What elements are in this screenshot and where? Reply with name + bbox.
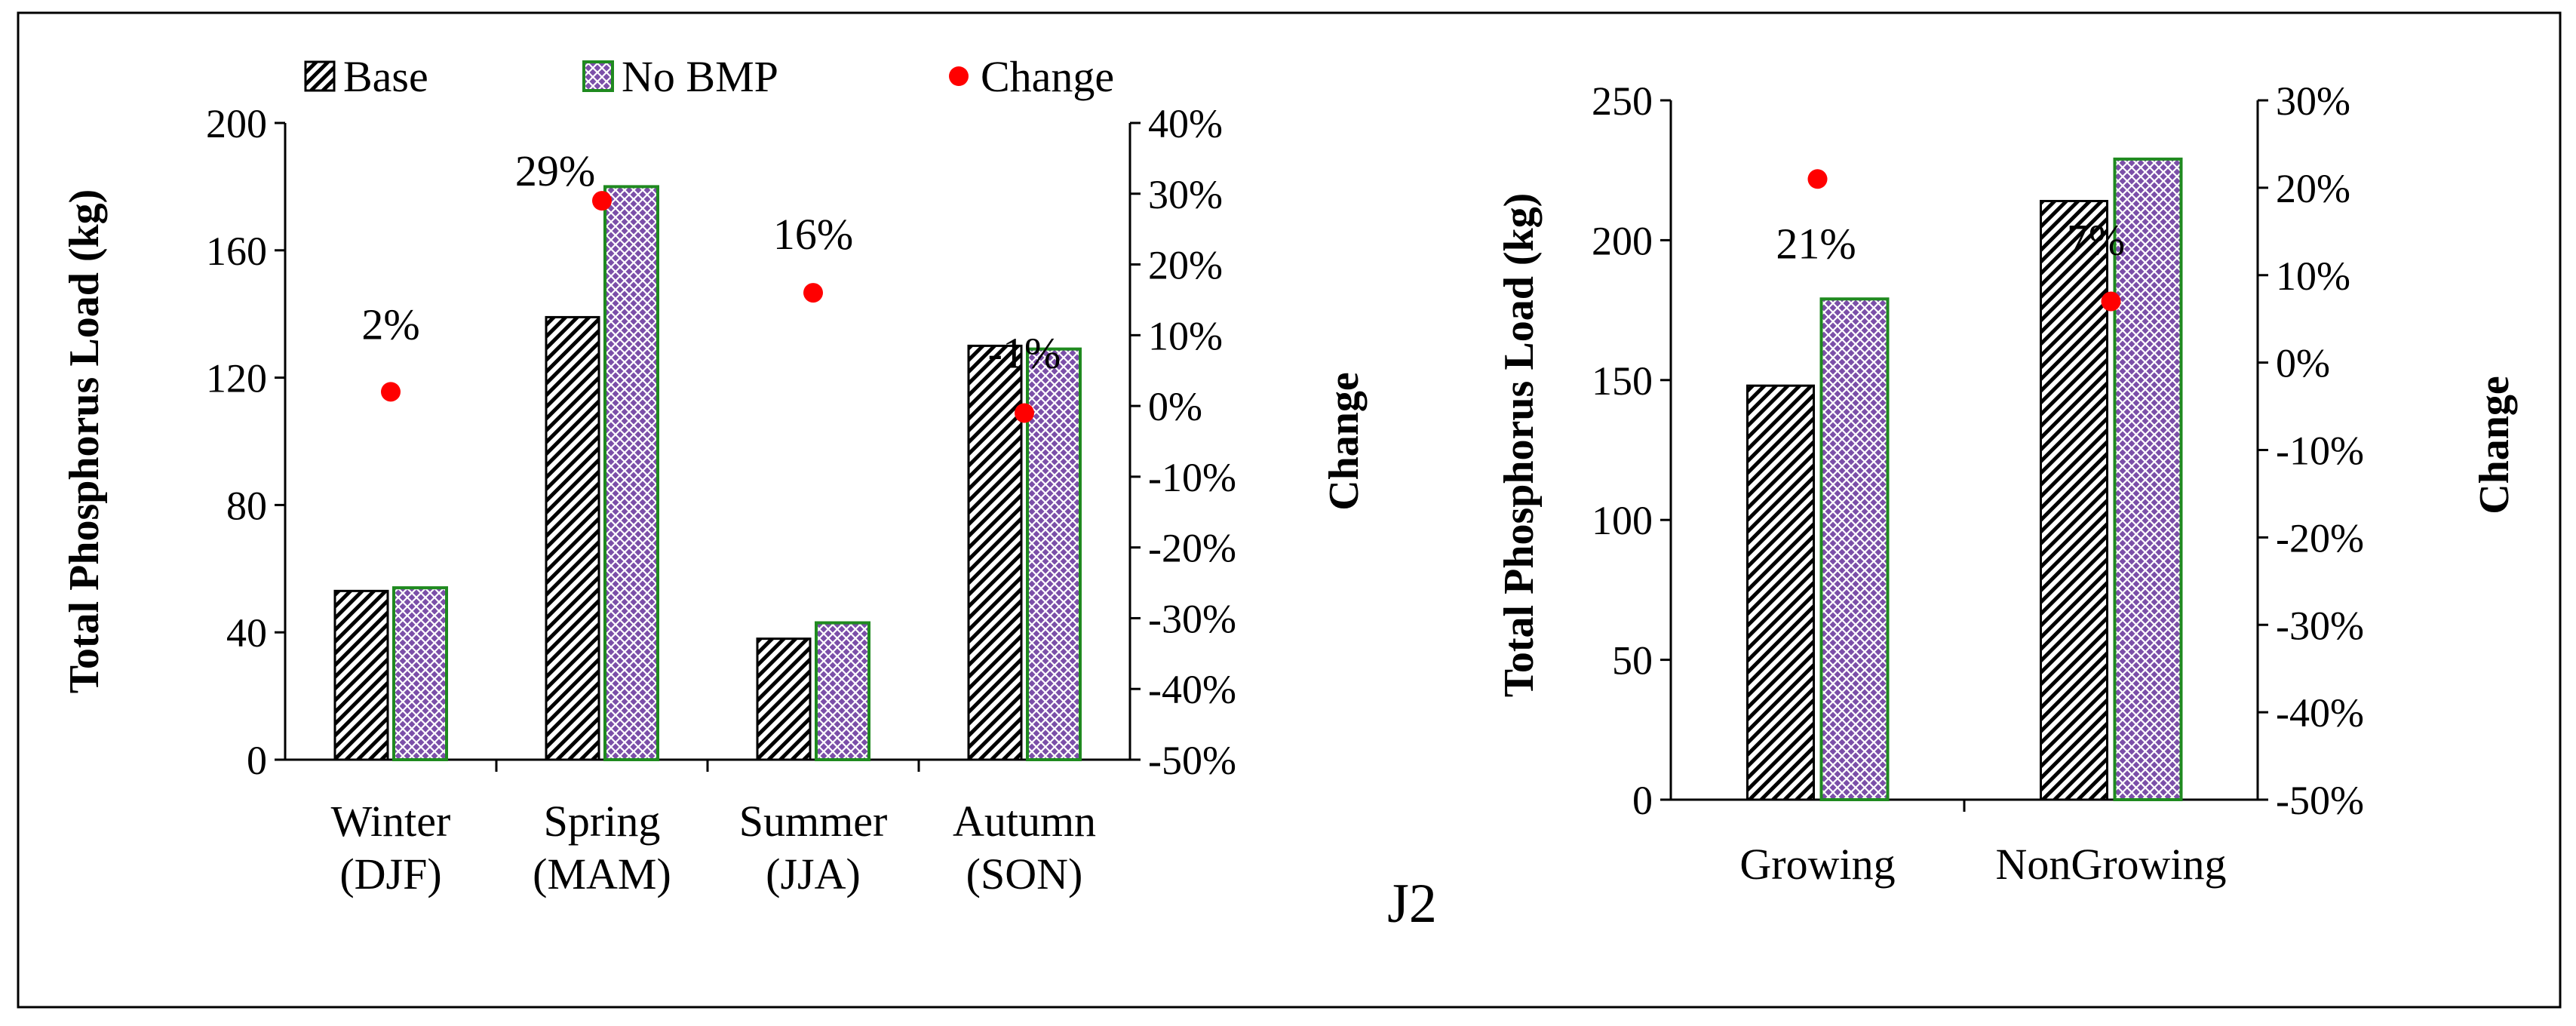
y2-axis-label: Change xyxy=(2471,376,2518,515)
change-point xyxy=(1015,403,1034,423)
y-tick-label: 0 xyxy=(247,738,267,783)
y2-tick-label: -20% xyxy=(1148,526,1236,571)
y-tick-label: 250 xyxy=(1592,78,1653,124)
change-data-label: 7% xyxy=(2067,216,2125,265)
legend-swatch-nobmp xyxy=(582,60,614,92)
bar-base xyxy=(545,315,600,761)
y2-tick-label: -10% xyxy=(1148,455,1236,500)
legend-label-nobmp: No BMP xyxy=(622,52,778,101)
chart-growing-season: Total Phosphorus Load (kg) Change 0 50 100… xyxy=(1496,78,2518,889)
y-tick-label: 200 xyxy=(1592,218,1653,263)
y-axis-label: Total Phosphorus Load (kg) xyxy=(1496,193,1543,698)
legend-item-nobmp: No BMP xyxy=(582,52,778,101)
y2-tick-label: 20% xyxy=(2276,166,2350,211)
category-label: (SON) xyxy=(966,849,1083,899)
bar-nobmp xyxy=(603,185,659,761)
category-label: Growing xyxy=(1739,840,1895,889)
change-data-label: 21% xyxy=(1776,219,1856,268)
change-data-label: 2% xyxy=(361,300,419,349)
figure-frame xyxy=(17,11,2562,1009)
change-data-label: 16% xyxy=(773,210,853,259)
y2-tick-label: 0% xyxy=(1148,384,1202,429)
bar-base xyxy=(1746,384,1815,801)
category-label: Summer xyxy=(739,797,888,846)
bar-base xyxy=(2040,199,2108,801)
y2-tick-label: -50% xyxy=(1148,738,1236,783)
category-label: (MAM) xyxy=(533,849,671,899)
category-label: NonGrowing xyxy=(1995,840,2226,889)
change-point xyxy=(592,191,612,211)
y2-tick-label: -50% xyxy=(2276,778,2364,823)
y2-tick-label: 0% xyxy=(2276,341,2330,386)
y2-tick-label: -20% xyxy=(2276,515,2364,561)
change-point xyxy=(2101,291,2121,312)
y-tick-label: 0 xyxy=(1632,778,1653,823)
bar-nobmp xyxy=(1819,297,1890,801)
legend: Base No BMP Change xyxy=(304,52,1114,101)
bar-nobmp xyxy=(392,586,448,761)
y2-tick-label: 10% xyxy=(1148,313,1223,358)
y2-tick-label: 40% xyxy=(1148,101,1223,146)
y2-tick-label: 10% xyxy=(2276,253,2350,299)
legend-label-base: Base xyxy=(343,52,428,101)
y2-tick-label: -10% xyxy=(2276,429,2364,474)
y-tick-label: 150 xyxy=(1592,358,1653,404)
change-point xyxy=(803,283,823,303)
category-label: Autumn xyxy=(953,797,1096,846)
legend-swatch-change xyxy=(949,66,969,86)
bar-base xyxy=(333,589,389,761)
change-data-label: 29% xyxy=(515,146,595,195)
bar-base xyxy=(967,344,1023,761)
category-label: Spring xyxy=(544,797,661,846)
y2-axis-label: Change xyxy=(1321,372,1368,511)
legend-label-change: Change xyxy=(981,52,1114,101)
y2-tick-label: 30% xyxy=(1148,172,1223,217)
chart-seasonal: Total Phosphorus Load (kg) Change 0 40 80 1… xyxy=(61,101,1368,899)
bar-base xyxy=(756,637,812,761)
category-label: Winter xyxy=(331,797,451,846)
category-label: (DJF) xyxy=(339,849,441,899)
category-label: (JJA) xyxy=(766,849,861,899)
legend-item-base: Base xyxy=(304,52,428,101)
y-tick-label: 50 xyxy=(1612,638,1653,683)
bar-nobmp xyxy=(1026,347,1082,761)
y-tick-label: 40 xyxy=(226,610,267,656)
panel-label: J2 xyxy=(1387,873,1437,935)
y2-tick-label: -40% xyxy=(1148,667,1236,712)
y-tick-label: 80 xyxy=(226,483,267,528)
bar-nobmp xyxy=(2113,157,2183,802)
y2-tick-label: 30% xyxy=(2276,78,2350,124)
y-tick-label: 160 xyxy=(206,229,267,274)
legend-swatch-base xyxy=(304,60,336,92)
change-point xyxy=(1807,169,1828,189)
change-data-label: -1% xyxy=(988,328,1061,377)
y2-tick-label: -30% xyxy=(1148,596,1236,641)
bar-nobmp xyxy=(815,621,870,761)
y-tick-label: 200 xyxy=(206,101,267,146)
y-tick-label: 100 xyxy=(1592,498,1653,543)
y2-tick-label: 20% xyxy=(1148,243,1223,288)
legend-item-change: Change xyxy=(949,52,1114,101)
change-point xyxy=(381,382,401,402)
y-axis-label: Total Phosphorus Load (kg) xyxy=(61,189,108,694)
y2-tick-label: -30% xyxy=(2276,603,2364,648)
y-tick-label: 120 xyxy=(206,356,267,401)
y2-tick-label: -40% xyxy=(2276,690,2364,736)
